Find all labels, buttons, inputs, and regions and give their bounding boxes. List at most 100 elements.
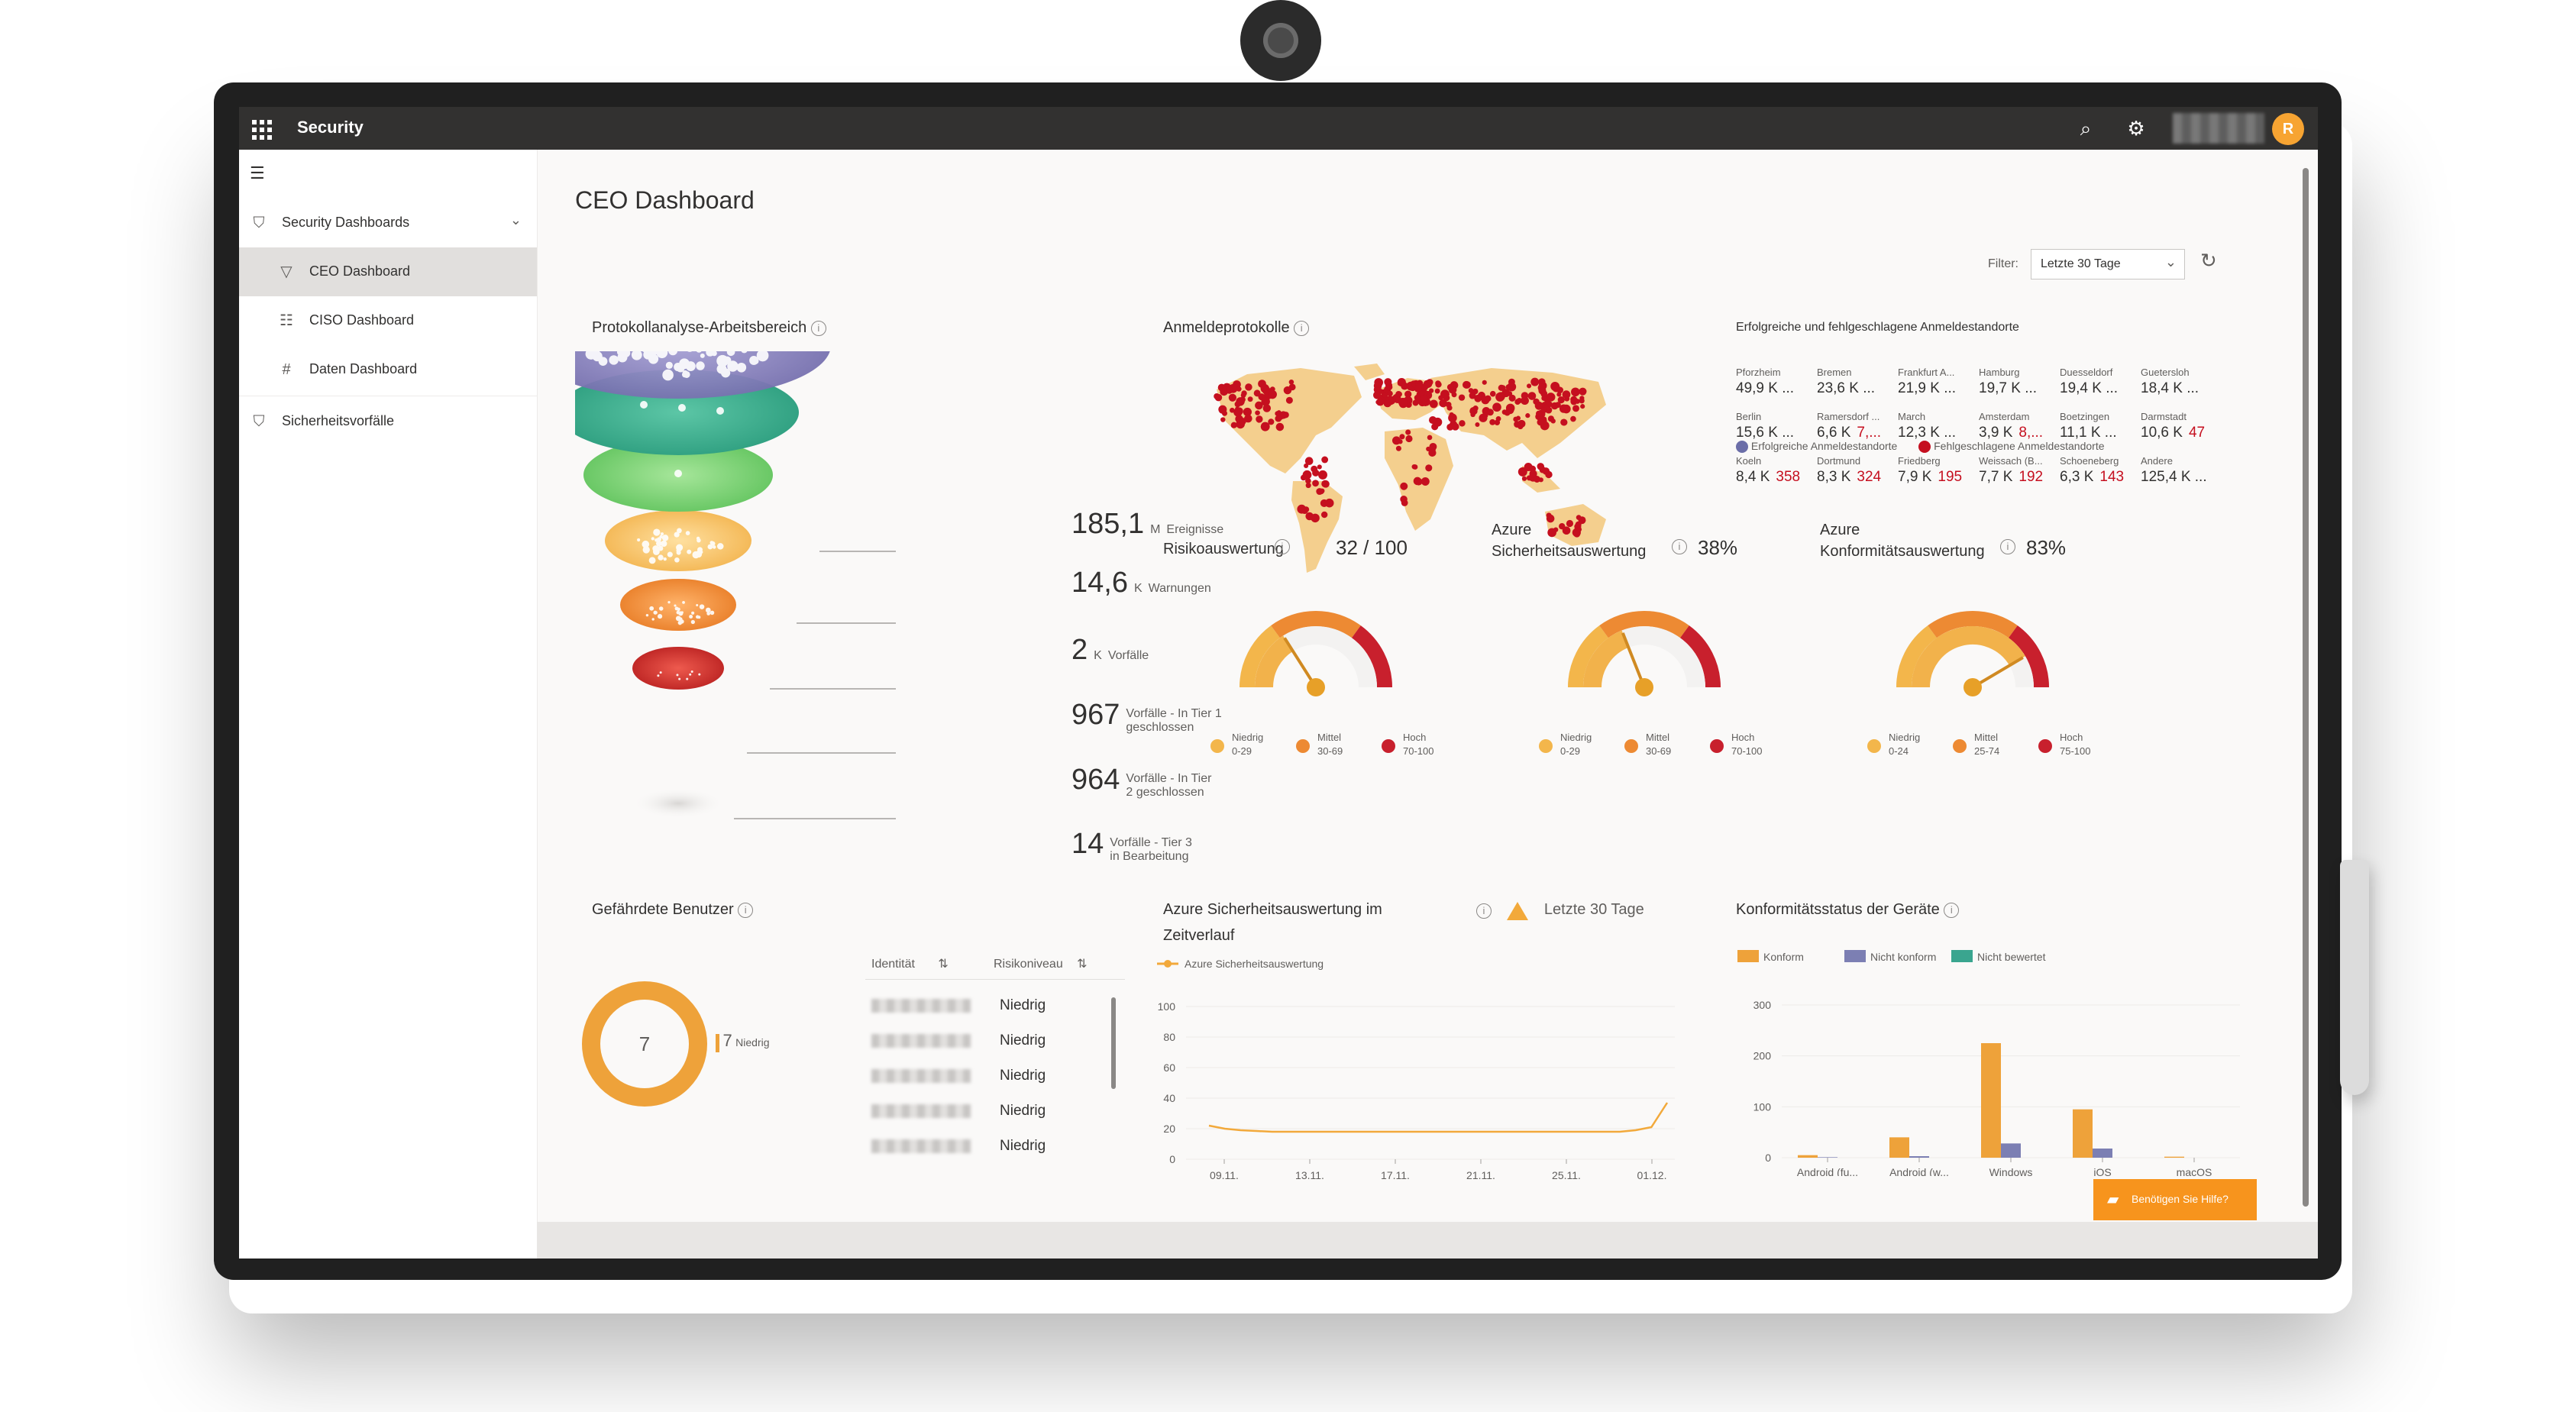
info-icon[interactable]: i: [1672, 539, 1687, 554]
bar: [1981, 1043, 2001, 1158]
location-cell[interactable]: 10,6 K 47: [2141, 425, 2205, 441]
table-row[interactable]: Niedrig: [865, 1095, 1110, 1126]
legend-swatch: [716, 1033, 719, 1052]
legend-success-swatch: [1736, 441, 1748, 454]
location-cell[interactable]: 19,4 K ...: [2060, 380, 2118, 397]
sidebar-item-label: CEO Dashboard: [309, 263, 411, 279]
location-cell[interactable]: 8,4 K 358: [1736, 469, 1800, 486]
location-cell[interactable]: 8,3 K 324: [1817, 469, 1881, 486]
avatar[interactable]: R: [2272, 113, 2304, 145]
gauge-legend-name: Niedrig: [1560, 732, 1592, 743]
info-icon[interactable]: i: [1476, 903, 1492, 919]
location-cell[interactable]: 6,6 K 7,...: [1817, 425, 1881, 441]
funnel-value: 14,6: [1071, 567, 1128, 599]
location-cell[interactable]: 12,3 K ...: [1898, 425, 1956, 441]
y-tick-label: 300: [1753, 999, 1772, 1011]
risk-level: Niedrig: [1000, 1032, 1046, 1048]
location-cell[interactable]: 11,1 K ...: [2060, 425, 2117, 441]
user-name-blurred[interactable]: [2173, 113, 2264, 144]
gauge-legend-swatch: [2038, 739, 2052, 753]
location-cell[interactable]: 49,9 K ...: [1736, 380, 1794, 397]
page-scrollbar[interactable]: [2300, 153, 2312, 1237]
sort-icon[interactable]: ⇅: [938, 958, 949, 971]
gauge-legend-range: 0-24: [1889, 745, 1909, 757]
location-city: Berlin: [1736, 411, 1762, 422]
sidebar-item-incidents[interactable]: ⛉ Sicherheitsvorfälle: [239, 397, 537, 446]
location-success-count: 12,3 K ...: [1898, 425, 1957, 441]
gauge-title: Azure Konformitätsauswertung: [1820, 519, 1985, 562]
info-icon[interactable]: i: [1944, 902, 1960, 918]
line-chart: Azure Sicherheitsauswertung 100 80 60 40 20 0 0…: [1157, 958, 1675, 1181]
sidebar-item-ciso-dashboard[interactable]: ☷ CISO Dashboard: [239, 296, 537, 345]
y-tick-label: 100: [1753, 1100, 1772, 1113]
app-launcher-icon[interactable]: [248, 116, 273, 141]
table-row[interactable]: Niedrig: [865, 1060, 1110, 1091]
info-icon[interactable]: i: [738, 902, 754, 918]
gauge-title-line1: Azure: [1492, 522, 1532, 538]
funnel-caption-line1: Ereignisse: [1166, 522, 1224, 536]
table-row[interactable]: Niedrig: [865, 1025, 1110, 1055]
location-success-count: 7,9 K: [1898, 469, 1932, 485]
location-cell[interactable]: 18,4 K ...: [2141, 380, 2199, 397]
gauge-legend-name: Mittel: [1317, 732, 1342, 743]
location-success-count: 3,9 K: [1979, 425, 2013, 441]
line-legend-label: Azure Sicherheitsauswertung: [1185, 958, 1324, 970]
webcam: [1240, 0, 1321, 81]
location-cell[interactable]: 125,4 K ...: [2141, 469, 2207, 486]
location-cell[interactable]: 23,6 K ...: [1817, 380, 1875, 397]
funnel-caption-line2: 2 geschlossen: [1126, 785, 1204, 799]
funnel-value-label: 964 Vorfälle - In Tier 2 geschlossen: [1071, 764, 1211, 800]
location-success-count: 19,4 K ...: [2060, 380, 2119, 396]
sort-icon[interactable]: ⇅: [1077, 958, 1088, 971]
gauge-legend-swatch: [1210, 739, 1224, 753]
table-scrollbar[interactable]: [1110, 985, 1117, 1115]
funnel-caption: Vorfälle: [1108, 649, 1149, 663]
filter-dropdown[interactable]: Letzte 30 Tage ⌄: [2031, 249, 2185, 279]
sidebar: ☰ ⛉ Security Dashboards ⌄ ▽ CEO Dashboar…: [239, 150, 538, 1259]
funnel-value: 185,1: [1071, 508, 1145, 540]
funnel-unit: K: [1094, 649, 1102, 662]
info-icon[interactable]: i: [2000, 539, 2015, 554]
identity-blurred: [871, 1139, 971, 1153]
sidebar-item-data-dashboard[interactable]: # Daten Dashboard: [239, 345, 537, 394]
col-identity[interactable]: Identität ⇅: [871, 958, 949, 971]
gauge-value: 38%: [1698, 536, 1738, 559]
location-cell[interactable]: 21,9 K ...: [1898, 380, 1956, 397]
y-tick-label: 40: [1163, 1092, 1175, 1104]
location-cell[interactable]: 7,9 K 195: [1898, 469, 1962, 486]
location-cell[interactable]: 7,7 K 192: [1979, 469, 2043, 486]
y-tick-label: 200: [1753, 1050, 1772, 1062]
sidebar-item-ceo-dashboard[interactable]: ▽ CEO Dashboard: [239, 247, 537, 296]
gear-icon[interactable]: ⚙: [2127, 117, 2145, 140]
col-risk[interactable]: Risikoniveau ⇅: [994, 958, 1088, 971]
location-cell[interactable]: 3,9 K 8,...: [1979, 425, 2043, 441]
search-icon[interactable]: ⌕: [2080, 117, 2092, 140]
info-icon[interactable]: i: [810, 320, 826, 336]
help-button[interactable]: ▰ Benötigen Sie Hilfe?: [2093, 1179, 2257, 1220]
location-city: Schoeneberg: [2060, 455, 2119, 467]
table-row[interactable]: Niedrig: [865, 1130, 1110, 1161]
location-success-count: 8,3 K: [1817, 469, 1851, 485]
gauge-value: 83%: [2026, 536, 2067, 559]
gauge-legend-range: 75-100: [2060, 745, 2091, 757]
refresh-icon[interactable]: ↻: [2200, 249, 2217, 272]
hamburger-menu-icon[interactable]: ☰: [250, 163, 265, 183]
sidebar-item-security-dashboards[interactable]: ⛉ Security Dashboards ⌄: [239, 199, 537, 247]
series-line: [1208, 1102, 1669, 1133]
gauge-title-line1: Risikoauswertung: [1163, 541, 1284, 557]
gauge-legend-name: Niedrig: [1889, 732, 1921, 743]
gauge-title: Risikoauswertung: [1163, 538, 1284, 560]
bar: [1798, 1155, 1818, 1158]
info-icon[interactable]: i: [1294, 320, 1310, 336]
location-city: Guetersloh: [2141, 367, 2190, 378]
location-success-count: 8,4 K: [1736, 469, 1770, 485]
info-icon[interactable]: i: [1275, 539, 1290, 554]
location-cell[interactable]: 19,7 K ...: [1979, 380, 2037, 397]
location-cell[interactable]: 15,6 K ...: [1736, 425, 1794, 441]
gauge-legend-swatch: [1710, 739, 1724, 753]
location-cell[interactable]: 6,3 K 143: [2060, 469, 2124, 486]
sidebar-item-label: Security Dashboards: [282, 215, 410, 230]
funnel-caption: Vorfälle - Tier 3 in Bearbeitung: [1110, 836, 1192, 864]
funnel-caption-line2: in Bearbeitung: [1110, 849, 1189, 863]
table-row[interactable]: Niedrig: [865, 990, 1110, 1020]
